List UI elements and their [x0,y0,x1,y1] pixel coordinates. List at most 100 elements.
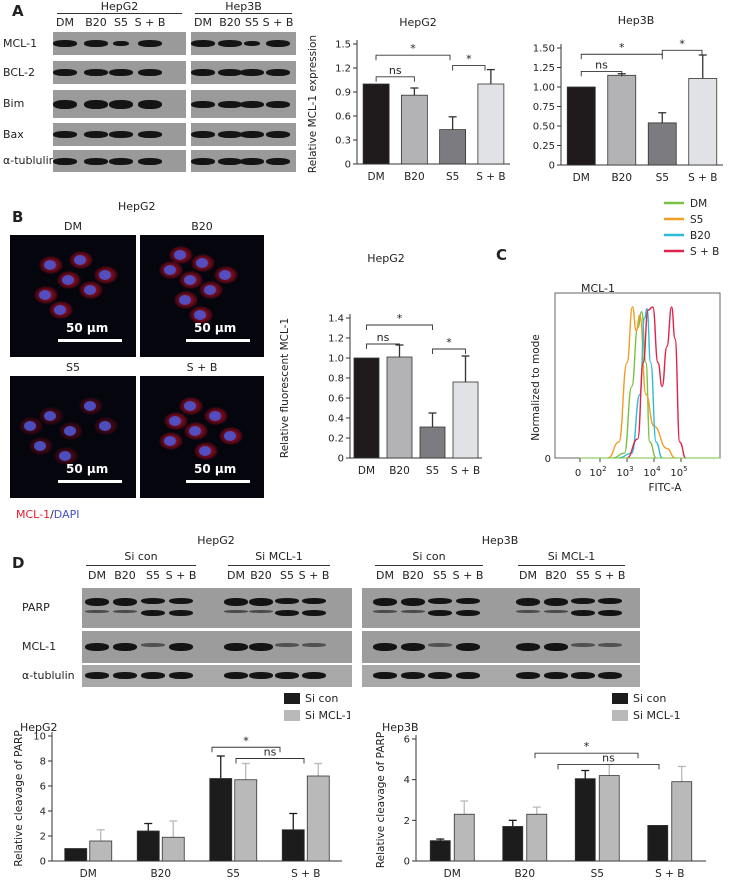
cell-nucleus [62,275,74,285]
blot-a-strip [53,123,186,146]
blot-band [240,100,264,108]
x-tick-label-dm: DM [444,868,461,880]
blot-band [53,157,77,165]
cell-nucleus [169,416,181,426]
cell-nucleus [84,285,96,295]
blot-a-strip [53,61,186,84]
x-tick-label-dm: DM [80,868,97,880]
blot-d-lane-s5: S5 [146,569,160,582]
blot-d-lane-b20: B20 [114,569,136,582]
blot-a-lane-s5: S5 [245,16,259,29]
blot-a-strip [191,32,296,55]
y-tick-label: 6 [40,782,46,793]
blot-band [456,672,480,679]
significance-bracket [534,752,639,759]
flow-x-tick-label: 105 [670,465,687,479]
y-tick-label: 0.6 [328,394,344,405]
legend-swatch-si-mcl-1 [284,710,300,721]
flow-x-label: FITC-A [648,482,682,494]
legend-label-si-mcl-1: Si MCL-1 [633,709,681,722]
blot-band [191,100,215,108]
blot-band [224,672,248,679]
micrograph-s5: 50 μm [10,376,136,498]
blot-d-strip [82,588,352,628]
bar-b20-si-con [136,830,160,862]
blot-band [84,69,108,76]
panel-d-label: D [12,554,25,572]
blot-a-protein-bax: Bax [3,127,24,141]
blot-band [138,157,162,165]
x-tick-label-s5: S5 [591,868,604,880]
significance-bracket [557,763,660,770]
blot-band [428,610,452,616]
blot-a-strip [191,61,296,84]
bar-s5-si-mcl-1 [234,779,258,862]
blot-a-lane-dm: DM [194,16,212,29]
x-tick-label-b20: B20 [514,868,535,880]
bar-s5-si-con [209,778,233,862]
x-tick-label-s-b: S + B [688,172,717,184]
blot-band [84,157,108,165]
y-tick-label: 0 [338,454,344,465]
flow-title: MCL-1 [581,282,615,295]
bar-s5 [419,426,446,459]
blot-band [138,131,162,138]
blot-band [84,40,108,47]
blot-a-strip [53,150,186,172]
cell-nucleus [164,436,176,446]
chart-a-hep3b-mcl1: Hep3B 0 0.25 0.50 0.75 1.00 1.25 1.50 DM B20 S5 S +… [533,14,723,184]
blot-band [266,131,290,138]
blot-band [84,99,108,109]
blot-band [275,672,299,679]
blot-d-group-underline [86,565,196,566]
x-tick-label-b20: B20 [611,172,632,184]
blot-band [53,69,77,76]
blot-band [456,610,480,616]
blot-band [113,610,137,613]
blot-band [428,672,452,679]
flow-x-tick-exponent: 5 [683,465,687,473]
y-tick-label: 0 [40,857,46,868]
stain-dapi: DAPI [53,508,80,521]
blot-band [571,672,595,679]
blot-band [53,40,77,47]
blot-band [266,69,290,76]
legend-swatch-si-con [612,693,628,704]
chart-title: HepG2 [20,721,58,734]
blot-band [218,100,242,108]
blot-band [169,610,193,616]
scale-bar [58,339,122,342]
blot-band [302,610,326,616]
blot-band [218,157,242,165]
y-tick-label: 0.2 [328,434,344,445]
blot-a-lane-b20: B20 [85,16,107,29]
blot-band [266,157,290,165]
blot-band [456,598,480,604]
blot-band [141,643,165,647]
blot-a-cell-line-hepg2: HepG2 [100,0,139,13]
blot-band [240,157,264,165]
blot-a-protein-bim: Bim [3,97,25,110]
blot-a-lane-dm: DM [56,16,74,29]
significance-ns: ns [602,751,615,764]
blot-band [544,610,568,613]
cell-nucleus [196,258,208,268]
blot-band [544,672,568,679]
chart-title: Hep3B [618,14,655,27]
y-tick-label: 0.3 [335,136,351,147]
y-tick-label: 8 [40,757,46,768]
blot-band [191,157,215,165]
cell-nucleus [34,441,46,451]
blot-band [373,643,397,651]
scale-bar-label: 50 μm [194,321,237,335]
blot-d-strip [362,588,640,628]
bar-dm [566,86,596,166]
cell-nucleus [189,426,201,436]
blot-band [544,643,568,651]
bar-s-b [477,83,505,165]
blot-band [249,672,273,679]
blot-band [141,610,165,616]
blot-band [85,598,109,606]
blot-band [598,610,622,616]
x-tick-label-s-b: S + B [476,171,505,183]
